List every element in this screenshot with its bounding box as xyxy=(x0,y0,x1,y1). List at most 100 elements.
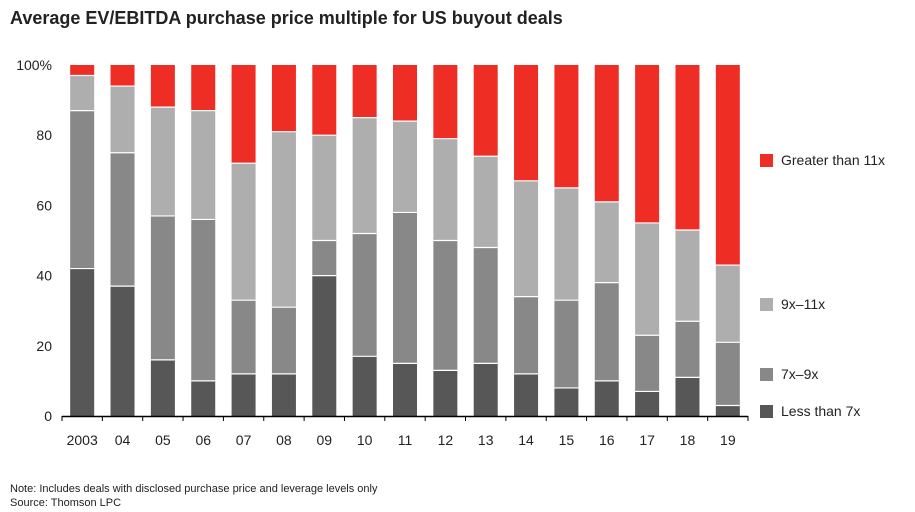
x-tick-label: 13 xyxy=(478,432,494,448)
y-tick-label: 40 xyxy=(36,268,52,284)
bar-segment xyxy=(514,65,539,181)
bar-segment xyxy=(150,359,175,416)
y-tick-label: 100% xyxy=(16,57,52,73)
x-tick-label: 19 xyxy=(720,432,736,448)
bar-segment xyxy=(191,219,216,381)
bar-segment xyxy=(70,268,95,416)
bar-segment xyxy=(433,138,458,241)
bar-segment xyxy=(675,229,700,322)
stacked-bar-chart: 0 20 40 60 80 100% 2003 04 05 06 07 08 09 10 11 12 13 14 1… xyxy=(16,57,749,448)
bar-segment xyxy=(554,387,579,416)
bar-segment xyxy=(231,65,256,164)
bar-segment xyxy=(231,300,256,374)
x-tick-label: 07 xyxy=(236,432,252,448)
bar-segment xyxy=(675,377,700,416)
x-tick-label: 18 xyxy=(680,432,696,448)
bar-segment xyxy=(352,65,377,118)
bar-segment xyxy=(594,380,619,416)
x-tick-label: 12 xyxy=(438,432,454,448)
bar-segment xyxy=(110,86,135,153)
bar-segment xyxy=(150,215,175,360)
bar-segment xyxy=(554,187,579,301)
bar-segment xyxy=(715,342,740,406)
bar-segment xyxy=(312,240,337,276)
bar-segment xyxy=(635,391,660,416)
bar-segment xyxy=(352,117,377,234)
bar-segment xyxy=(514,296,539,374)
bar-segment xyxy=(433,65,458,139)
y-tick-label: 80 xyxy=(36,127,52,143)
bar-segment xyxy=(514,373,539,416)
bar-segment xyxy=(715,265,740,343)
bar-segment xyxy=(231,163,256,301)
x-tick-label: 2003 xyxy=(67,432,98,448)
bar-segment xyxy=(352,233,377,357)
bar-segment xyxy=(312,135,337,241)
legend-swatch-9x-11x xyxy=(760,297,773,311)
bar-segment xyxy=(191,65,216,111)
bar-segment xyxy=(70,110,95,269)
y-tick-label: 20 xyxy=(36,338,52,354)
legend-label-greater-than-11x: Greater than 11x xyxy=(781,152,886,168)
bar-segment xyxy=(70,65,95,76)
bar-segment xyxy=(271,373,296,416)
bar-segment xyxy=(635,335,660,392)
bar-segment xyxy=(594,282,619,381)
legend-label-7x-9x: 7x–9x xyxy=(781,366,819,382)
bar-segment xyxy=(393,212,417,364)
chart-note: Note: Includes deals with disclosed purc… xyxy=(10,483,378,495)
y-tick-label: 60 xyxy=(36,197,52,213)
bar-segment xyxy=(271,65,296,132)
bar-segment xyxy=(231,373,256,416)
legend-item-greater-than-11x: Greater than 11x xyxy=(760,152,885,168)
bar-segment xyxy=(473,65,498,157)
bar-segment xyxy=(433,240,458,371)
x-tick-label: 05 xyxy=(155,432,171,448)
legend-item-less-than-7x: Less than 7x xyxy=(760,403,860,419)
legend-label-9x-11x: 9x–11x xyxy=(781,296,826,312)
bar-segment xyxy=(514,180,539,297)
x-tick-label: 06 xyxy=(195,432,211,448)
bar-segment xyxy=(635,222,660,336)
x-tick-label: 11 xyxy=(398,432,413,448)
bar-segment xyxy=(271,307,296,374)
bar-segment xyxy=(473,363,498,416)
bar-segment xyxy=(715,65,740,266)
legend-label-less-than-7x: Less than 7x xyxy=(781,403,861,419)
bar-segment xyxy=(191,380,216,416)
bar-segment xyxy=(110,286,135,416)
bar-segment xyxy=(433,370,458,416)
bar-segment xyxy=(110,152,135,287)
bar-segment xyxy=(554,65,579,188)
legend-item-9x-11x: 9x–11x xyxy=(760,296,825,312)
bar-segment xyxy=(675,65,700,230)
bar-segment xyxy=(352,356,377,416)
legend-swatch-greater-than-11x xyxy=(760,153,773,167)
bar-segment xyxy=(70,75,95,111)
bar-segment xyxy=(554,300,579,388)
bar-segment xyxy=(594,201,619,283)
bar-segment xyxy=(271,131,296,308)
bar-segment xyxy=(312,275,337,416)
bar-segment xyxy=(191,110,216,220)
y-tick-label: 0 xyxy=(44,408,52,424)
legend-swatch-7x-9x xyxy=(760,367,773,381)
x-tick-label: 04 xyxy=(115,432,131,448)
bar-segment xyxy=(150,107,175,216)
bar-segment xyxy=(150,65,175,108)
bar-segment xyxy=(393,363,417,416)
bar-segment xyxy=(393,65,417,122)
x-tick-label: 10 xyxy=(357,432,373,448)
bar-segment xyxy=(675,321,700,378)
chart-source: Source: Thomson LPC xyxy=(10,497,122,509)
x-tick-label: 16 xyxy=(599,432,615,448)
legend-item-7x-9x: 7x–9x xyxy=(760,366,818,382)
legend-swatch-less-than-7x xyxy=(760,404,773,418)
bar-segment xyxy=(635,65,660,223)
bar-segment xyxy=(715,405,740,416)
bar-segment xyxy=(312,65,337,136)
x-tick-label: 17 xyxy=(639,432,655,448)
bar-segment xyxy=(473,156,498,248)
bar-segment xyxy=(473,247,498,364)
chart-title: Average EV/EBITDA purchase price multipl… xyxy=(10,8,563,28)
